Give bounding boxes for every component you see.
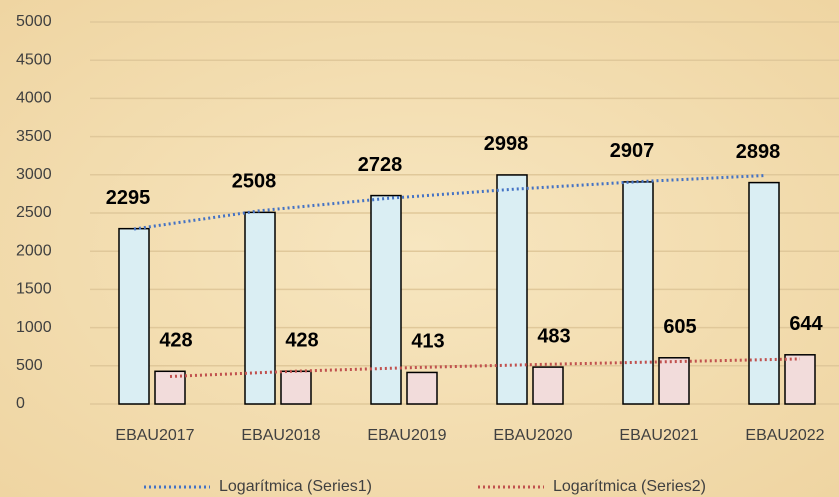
data-label: 2907 bbox=[610, 140, 655, 162]
trendline bbox=[169, 357, 801, 378]
y-tick-label: 4000 bbox=[16, 90, 52, 107]
data-label: 413 bbox=[411, 331, 444, 353]
legend-label: Logarítmica (Series1) bbox=[219, 478, 372, 495]
data-label: 2295 bbox=[106, 187, 151, 209]
x-tick-label: EBAU2018 bbox=[241, 427, 320, 444]
y-tick-label: 3500 bbox=[16, 128, 52, 145]
legend-label: Logarítmica (Series2) bbox=[553, 478, 706, 495]
data-label: 483 bbox=[537, 325, 570, 347]
data-label: 2508 bbox=[232, 171, 277, 193]
y-tick-label: 500 bbox=[16, 357, 43, 374]
x-tick-label: EBAU2022 bbox=[745, 427, 824, 444]
y-tick-label: 5000 bbox=[16, 13, 52, 30]
data-label: 428 bbox=[159, 330, 192, 352]
bar bbox=[406, 371, 438, 405]
y-tick-label: 1500 bbox=[16, 281, 52, 298]
data-label: 2998 bbox=[484, 133, 529, 155]
bar bbox=[658, 357, 690, 405]
bar bbox=[154, 370, 186, 405]
data-label: 428 bbox=[285, 330, 318, 352]
data-label: 644 bbox=[789, 313, 823, 335]
y-tick-label: 4500 bbox=[16, 51, 52, 68]
x-tick-label: EBAU2019 bbox=[367, 427, 446, 444]
bar bbox=[622, 181, 654, 405]
data-label: 2898 bbox=[736, 141, 781, 163]
x-tick-label: EBAU2020 bbox=[493, 427, 572, 444]
bar bbox=[118, 227, 150, 405]
bar bbox=[532, 366, 564, 405]
data-label: 605 bbox=[663, 316, 696, 338]
y-tick-label: 3000 bbox=[16, 166, 52, 183]
bar bbox=[748, 181, 780, 405]
y-tick-label: 0 bbox=[16, 395, 25, 412]
bar bbox=[496, 174, 528, 405]
x-tick-label: EBAU2021 bbox=[619, 427, 698, 444]
y-tick-label: 2500 bbox=[16, 204, 52, 221]
bar bbox=[784, 354, 816, 405]
bar bbox=[280, 370, 312, 405]
data-label: 2728 bbox=[358, 154, 403, 176]
y-tick-label: 1000 bbox=[16, 319, 52, 336]
trendline bbox=[133, 174, 765, 231]
bar bbox=[244, 211, 276, 405]
bar bbox=[370, 194, 402, 405]
y-tick-label: 2000 bbox=[16, 242, 52, 259]
x-tick-label: EBAU2017 bbox=[115, 427, 194, 444]
